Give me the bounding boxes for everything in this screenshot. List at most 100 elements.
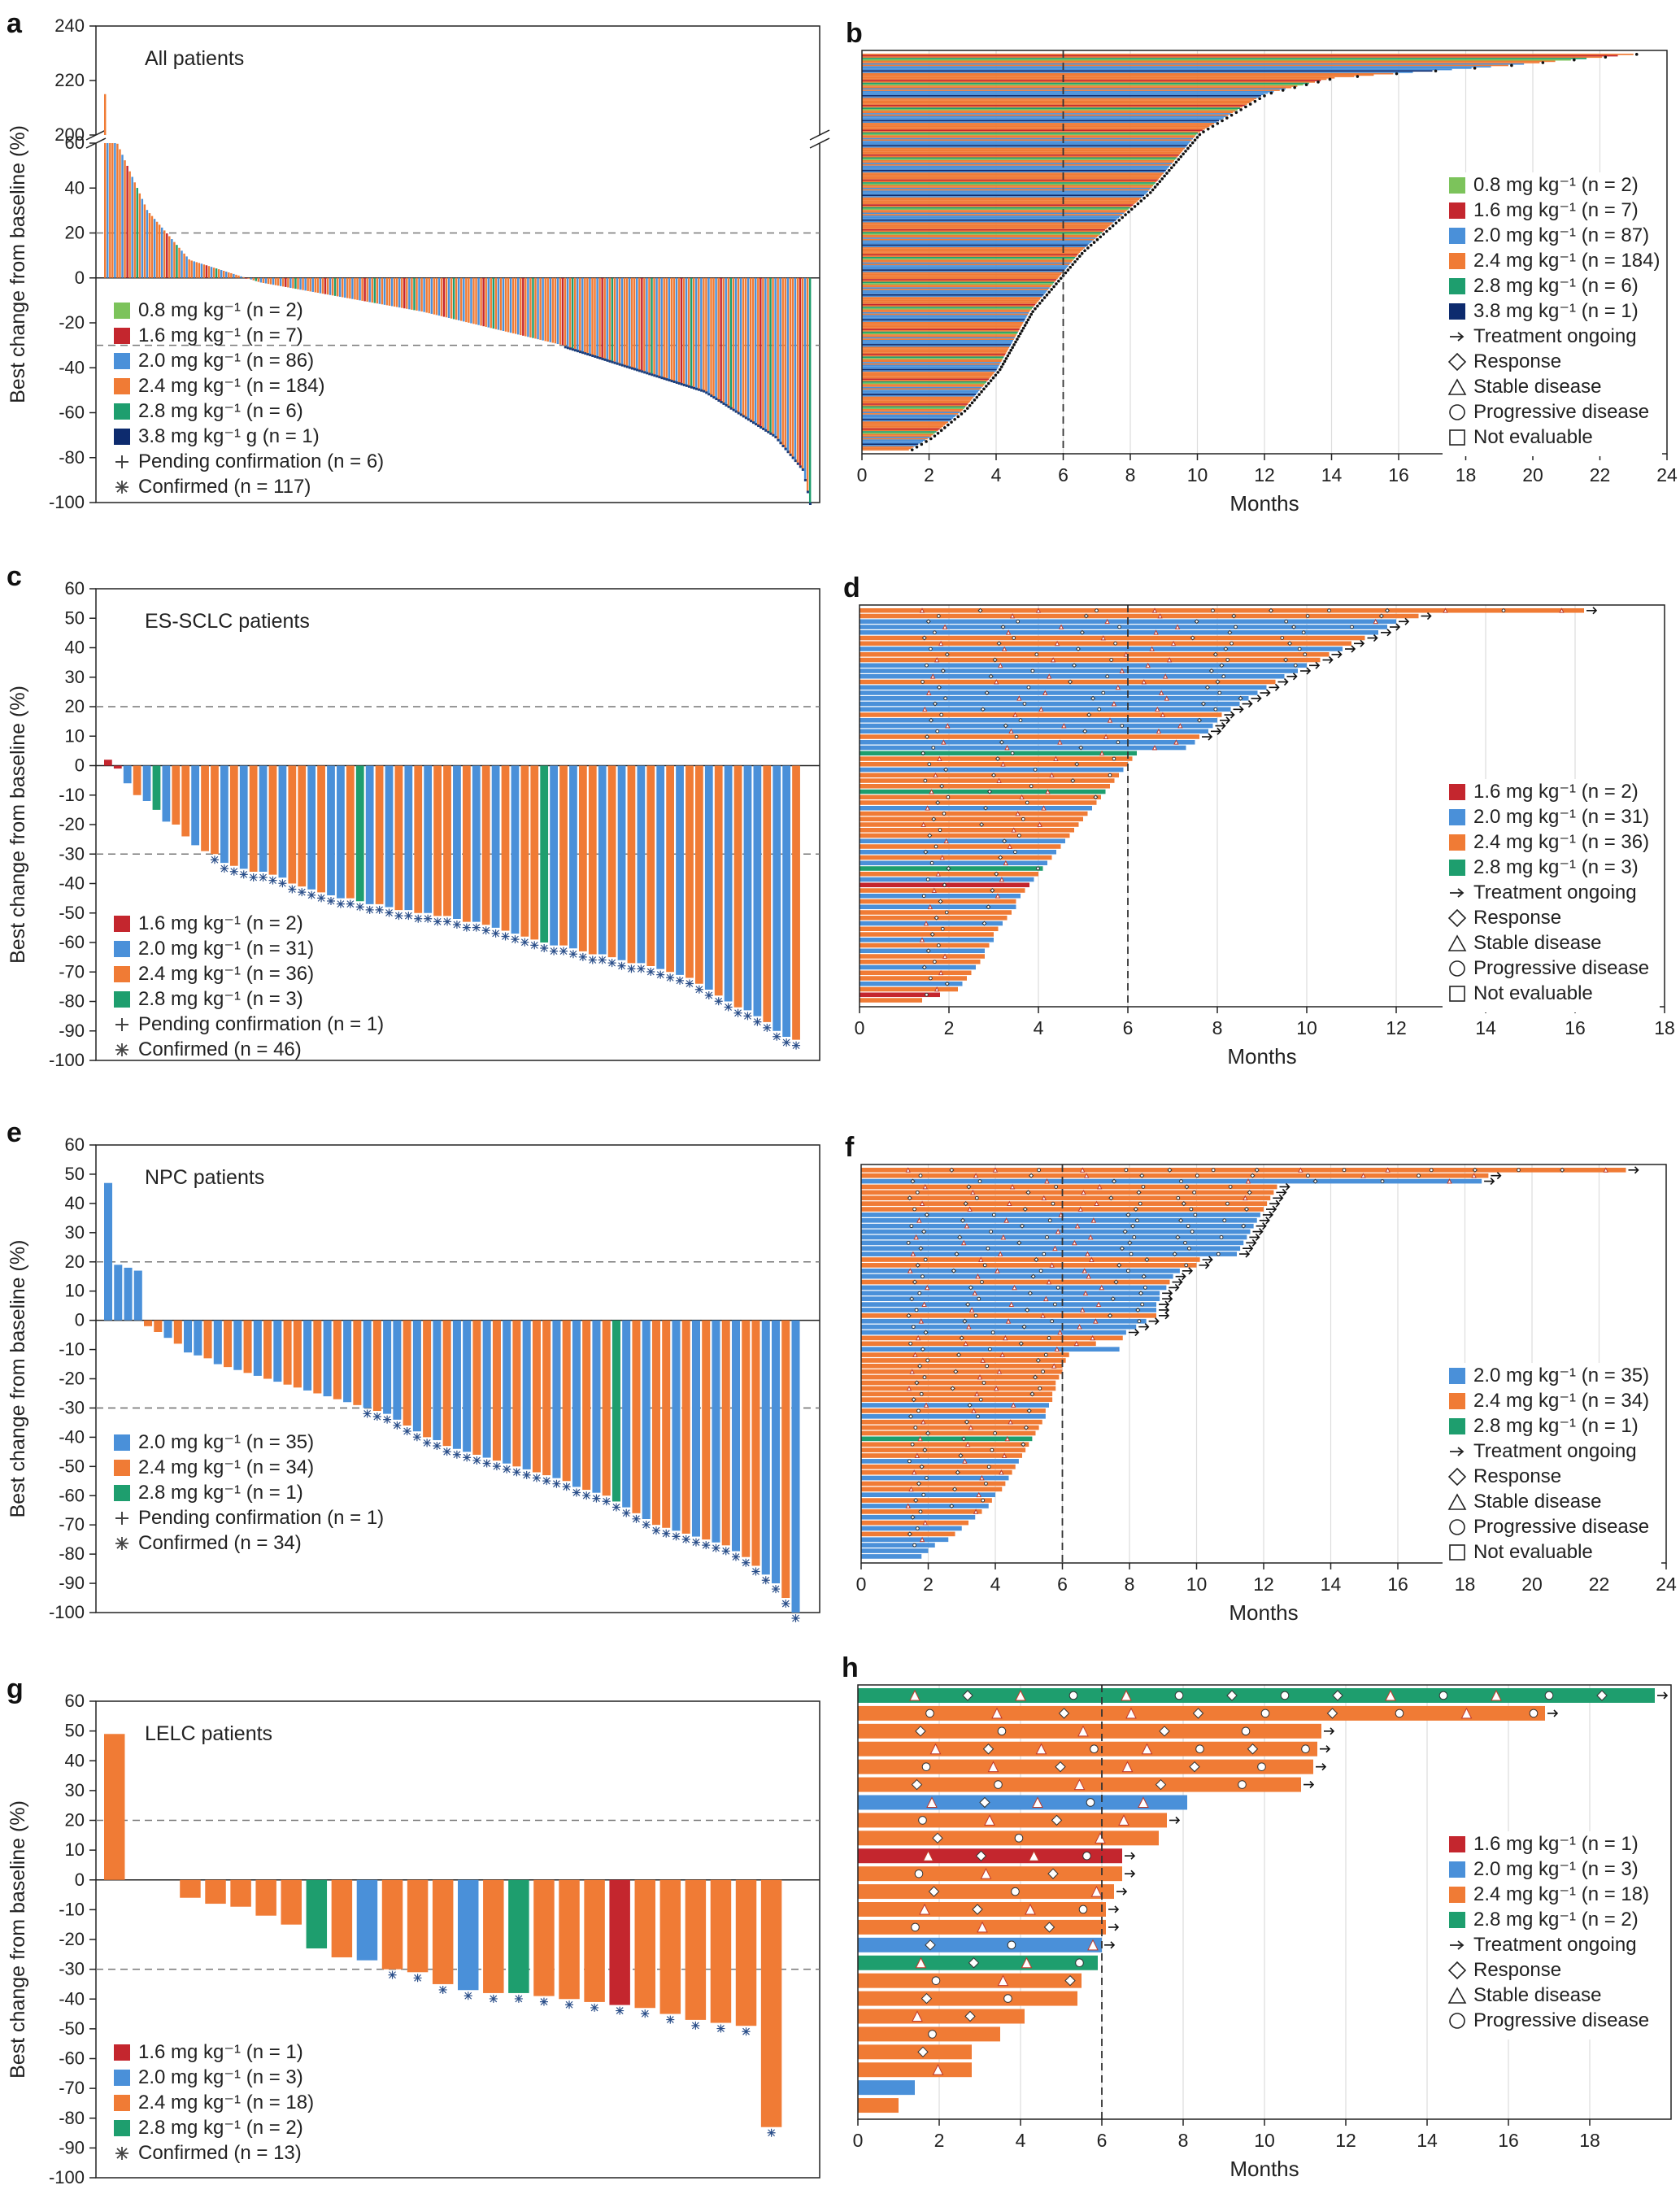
- response-marker: [935, 799, 941, 806]
- stable-disease-marker: [1164, 695, 1169, 701]
- swim-bar: [862, 362, 1001, 363]
- bar: [346, 277, 349, 298]
- swim-bar: [862, 220, 1116, 221]
- stable-disease-marker: [1054, 1346, 1060, 1352]
- swim-bar: [862, 139, 1192, 141]
- progressive-disease-marker: [1007, 1940, 1016, 1950]
- bar: [710, 1879, 732, 2023]
- stable-disease-marker: [994, 679, 999, 685]
- swim-bar: [862, 381, 987, 383]
- swim-bar: [862, 230, 1103, 233]
- response-marker: [1130, 1223, 1136, 1229]
- response-marker: [923, 1330, 929, 1335]
- swim-bar: [858, 1991, 1077, 2006]
- stable-disease-marker: [917, 1435, 923, 1442]
- stable-disease-marker: [931, 887, 937, 893]
- bar: [403, 1320, 411, 1426]
- bar: [299, 277, 302, 290]
- bar: [336, 277, 339, 297]
- progressive-disease-marker: [1022, 702, 1027, 706]
- confirmed-marker: [762, 427, 765, 430]
- swim-bar: [862, 194, 1144, 197]
- stable-disease-marker: [1099, 1284, 1104, 1291]
- stable-disease-marker: [1077, 1725, 1089, 1737]
- bar: [230, 272, 233, 278]
- response-marker: [957, 1234, 963, 1240]
- swim-bar: [860, 767, 1124, 773]
- stable-disease-marker: [1160, 712, 1166, 717]
- swim-bar: [862, 244, 1088, 246]
- response-marker: [921, 1992, 933, 2005]
- bar: [789, 277, 792, 454]
- confirmed-marker: [278, 879, 287, 888]
- y-tick-label: 200: [54, 124, 85, 145]
- swim-bar: [862, 305, 1034, 307]
- bar: [155, 221, 159, 278]
- bar: [294, 277, 297, 289]
- bar: [123, 765, 132, 784]
- bar: [491, 765, 500, 928]
- end-marker: [1184, 150, 1187, 153]
- confirmed-marker: [651, 373, 654, 377]
- bar: [463, 1320, 472, 1452]
- progressive-disease-marker: [1097, 707, 1102, 712]
- swim-bar: [862, 202, 1135, 205]
- response-marker: [1596, 1690, 1608, 1701]
- progressive-disease-marker: [1047, 1335, 1051, 1340]
- response-marker: [914, 1380, 920, 1386]
- legend-g-label: 2.4 mg kg⁻¹ (n = 18): [138, 2092, 314, 2113]
- ongoing-arrow: [1286, 673, 1298, 681]
- end-marker: [991, 376, 995, 380]
- swim-bar: [860, 701, 1240, 707]
- swim-bar: [862, 417, 954, 419]
- swim-bar: [862, 215, 1121, 217]
- swim-bar: [862, 406, 966, 408]
- ongoing-arrow: [1199, 1261, 1210, 1269]
- swim-bar: [862, 129, 1203, 132]
- y-tick-label: -100: [49, 1050, 85, 1070]
- confirmed-marker: [691, 1538, 700, 1547]
- bar: [546, 277, 549, 342]
- swim-bar: [862, 67, 1472, 69]
- swim-bar: [862, 447, 912, 450]
- confirmed-marker: [542, 1477, 551, 1486]
- bar: [388, 277, 391, 306]
- bar: [552, 1320, 561, 1478]
- confirmed-marker: [660, 377, 664, 380]
- swim-bar: [860, 668, 1298, 673]
- response-marker: [1184, 1184, 1190, 1190]
- end-marker: [1034, 307, 1037, 311]
- confirmed-marker: [655, 375, 659, 378]
- response-marker: [1025, 1307, 1030, 1313]
- swim-bar: [862, 141, 1190, 144]
- stable-disease-marker: [914, 1452, 921, 1458]
- end-marker: [1111, 224, 1115, 228]
- legend-a-label: 2.8 mg kg⁻¹ (n = 6): [138, 400, 303, 422]
- progressive-disease-marker: [925, 992, 929, 997]
- swim-bar: [862, 380, 988, 381]
- end-marker: [986, 381, 990, 385]
- confirmed-marker: [596, 355, 599, 359]
- confirmed-marker: [732, 408, 735, 411]
- bar: [403, 277, 406, 309]
- progressive-disease-marker: [974, 1195, 979, 1200]
- end-marker: [960, 412, 964, 416]
- bar: [771, 1320, 781, 1584]
- swim-bar: [862, 197, 1142, 199]
- response-marker: [983, 805, 989, 811]
- progressive-disease-marker: [1045, 1235, 1049, 1239]
- stable-disease-marker: [999, 877, 1005, 882]
- x-tick-label: 18: [1579, 2130, 1600, 2151]
- stable-disease-marker: [1087, 1939, 1099, 1951]
- swim-bar: [861, 1273, 1173, 1279]
- ongoing-arrow: [1249, 1233, 1260, 1242]
- ongoing-arrow: [1586, 607, 1598, 615]
- bar: [445, 277, 448, 318]
- swim-bar: [862, 121, 1217, 124]
- progressive-disease-marker: [1112, 756, 1116, 761]
- ongoing-arrow: [1316, 1763, 1327, 1771]
- swim-bar: [862, 157, 1177, 159]
- response-marker: [1047, 1868, 1059, 1879]
- swim-bar: [862, 307, 1032, 310]
- end-marker: [1040, 298, 1044, 303]
